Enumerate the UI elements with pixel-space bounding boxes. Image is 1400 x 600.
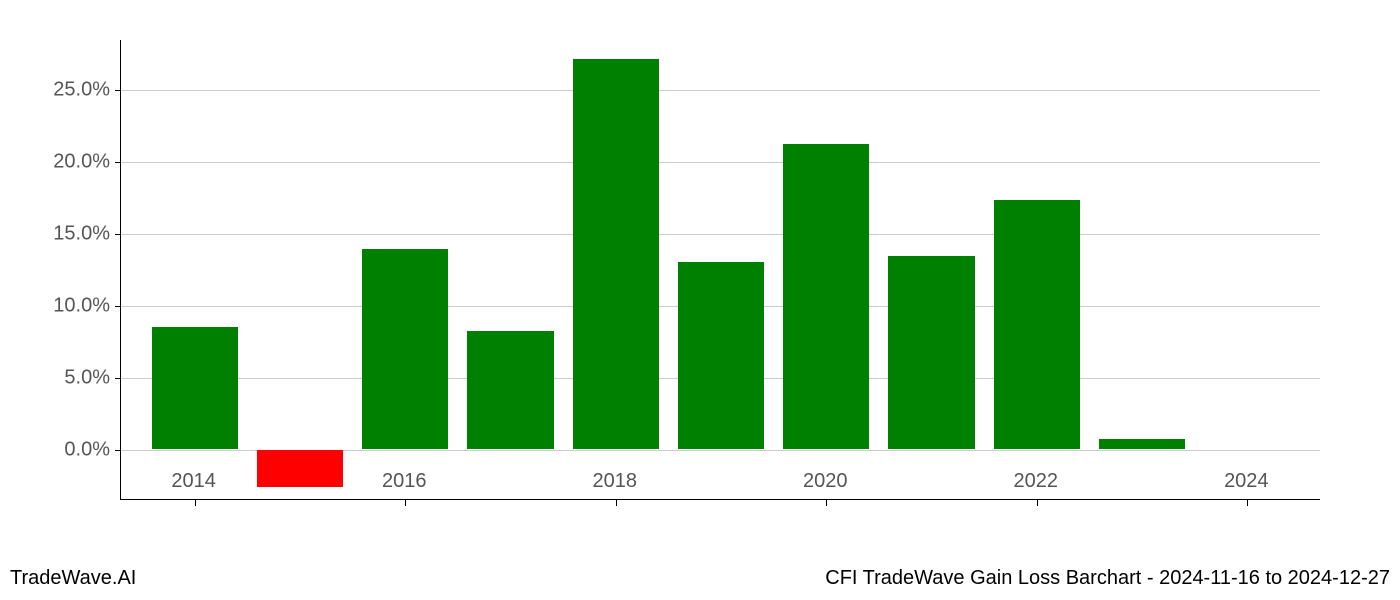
- x-tick-mark: [826, 500, 827, 506]
- x-tick-label: 2022: [1014, 470, 1059, 493]
- bar-2019: [678, 262, 764, 449]
- y-tick-label: 25.0%: [20, 79, 110, 102]
- bar-2021: [888, 256, 974, 449]
- y-tick-label: 5.0%: [20, 366, 110, 389]
- x-tick-mark: [1247, 500, 1248, 506]
- x-tick-label: 2024: [1224, 470, 1269, 493]
- grid-line: [121, 162, 1320, 163]
- y-tick-label: 20.0%: [20, 151, 110, 174]
- x-tick-mark: [616, 500, 617, 506]
- x-tick-mark: [195, 500, 196, 506]
- chart-area: [120, 40, 1320, 500]
- y-tick-mark: [115, 90, 121, 91]
- y-tick-label: 10.0%: [20, 294, 110, 317]
- bar-2014: [152, 327, 238, 449]
- y-tick-label: 15.0%: [20, 223, 110, 246]
- x-tick-label: 2016: [382, 470, 427, 493]
- bar-2018: [573, 59, 659, 449]
- grid-line: [121, 90, 1320, 91]
- bar-2016: [362, 249, 448, 449]
- x-tick-label: 2018: [592, 470, 637, 493]
- grid-line: [121, 234, 1320, 235]
- bar-2017: [467, 331, 553, 449]
- y-tick-mark: [115, 450, 121, 451]
- footer-left-text: TradeWave.AI: [10, 567, 136, 590]
- bar-2022: [994, 200, 1080, 449]
- y-tick-mark: [115, 378, 121, 379]
- x-tick-label: 2014: [171, 470, 216, 493]
- bar-2015: [257, 450, 343, 487]
- x-tick-mark: [1037, 500, 1038, 506]
- x-tick-label: 2020: [803, 470, 848, 493]
- y-tick-mark: [115, 234, 121, 235]
- x-tick-mark: [405, 500, 406, 506]
- footer-right-text: CFI TradeWave Gain Loss Barchart - 2024-…: [825, 567, 1390, 590]
- y-tick-mark: [115, 306, 121, 307]
- y-tick-label: 0.0%: [20, 438, 110, 461]
- bar-2020: [783, 144, 869, 449]
- bar-2023: [1099, 439, 1185, 449]
- y-tick-mark: [115, 162, 121, 163]
- plot-area: [120, 40, 1320, 500]
